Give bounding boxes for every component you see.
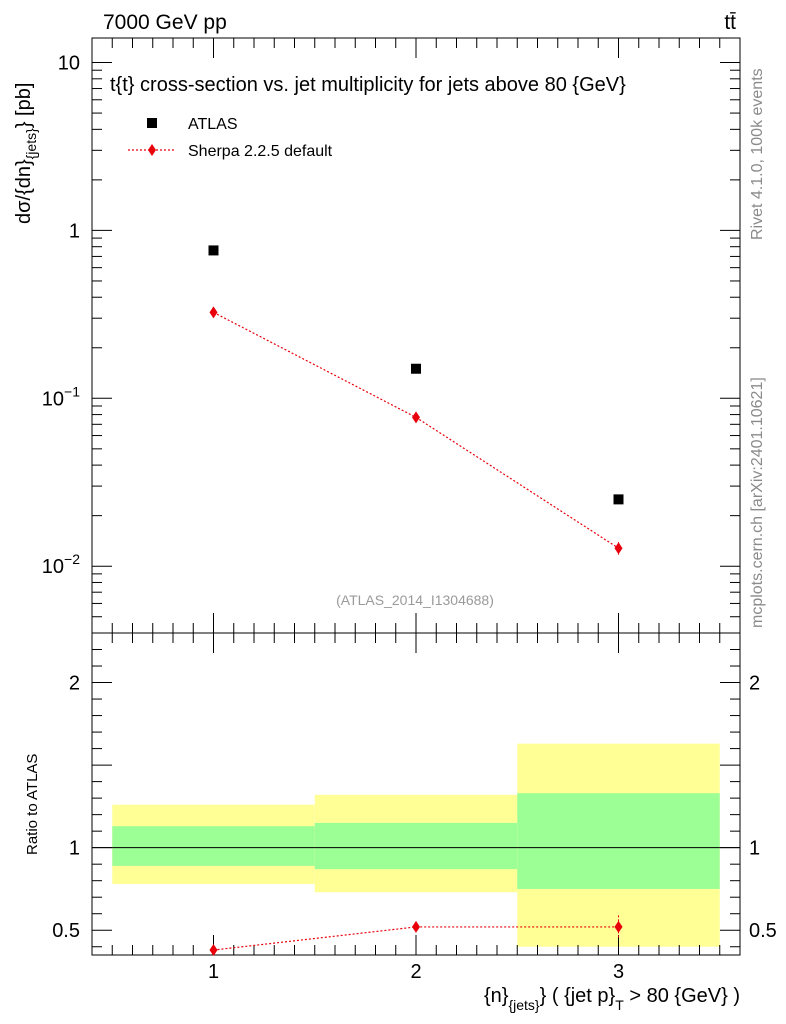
- ratio-y-tick-labels: 0.5 0.5 1 1 2 2: [52, 673, 777, 943]
- ratio-sherpa-point: [614, 920, 623, 933]
- main-y-axis-label-unit: } [pb]: [13, 83, 35, 129]
- ratio-uncertainty-bands: [112, 743, 720, 947]
- stat-uncertainty-band: [517, 793, 720, 889]
- legend-marker-atlas: [147, 118, 157, 128]
- legend: ATLAS Sherpa 2.2.5 default: [128, 116, 333, 160]
- ratio-x-tick-labels: 1 2 3: [208, 961, 624, 983]
- chart-title: t{t} cross-section vs. jet multiplicity …: [110, 74, 626, 96]
- ratio-sherpa-point: [412, 920, 420, 933]
- main-y-tick-label-base: 10: [58, 53, 80, 75]
- legend-label-atlas: ATLAS: [188, 116, 238, 133]
- main-data-marks: [208, 245, 624, 555]
- ratio-data-marks: [209, 915, 623, 957]
- main-y-tick-label: 1: [69, 220, 80, 242]
- atlas-point: [208, 245, 219, 256]
- sherpa-line: [213, 311, 619, 549]
- ratio-y-axis-label: Ratio to ATLAS: [24, 754, 41, 855]
- x-axis-label-a: {n}: [484, 985, 509, 1007]
- ratio-y-tick-label-left: 0.5: [52, 920, 80, 942]
- process-label: tt̄: [724, 11, 736, 34]
- x-tick-label: 1: [208, 961, 219, 983]
- ratio-axis-ticks: [92, 632, 740, 955]
- atlas-point: [613, 494, 624, 505]
- ratio-y-tick-label-right: 2: [749, 673, 760, 695]
- sherpa-point: [209, 306, 218, 319]
- sherpa-point: [412, 411, 420, 424]
- main-y-tick-label: 10−1: [42, 383, 80, 410]
- ratio-y-tick-label-left: 2: [69, 673, 80, 695]
- x-axis-label: {n}{jets}} ( {jet p}T > 80 {GeV} ): [484, 985, 740, 1013]
- stat-uncertainty-band: [314, 822, 518, 870]
- legend-marker-sherpa: [148, 144, 156, 156]
- analysis-tag: (ATLAS_2014_I1304688): [336, 592, 494, 608]
- main-y-tick-label: 10: [58, 53, 80, 75]
- ratio-y-tick-label-right: 1: [749, 838, 760, 860]
- ratio-y-tick-label-right: 0.5: [749, 920, 777, 942]
- mcplots-label: mcplots.cern.ch [arXiv:2401.10621]: [749, 377, 766, 628]
- x-axis-label-a-sub: {jets}: [508, 997, 539, 1013]
- legend-label-sherpa: Sherpa 2.2.5 default: [188, 143, 333, 160]
- main-y-tick-label-exponent: −2: [64, 551, 80, 567]
- ratio-y-tick-label-left: 1: [69, 838, 80, 860]
- atlas-point: [411, 363, 421, 374]
- x-tick-label: 2: [410, 961, 421, 983]
- main-y-tick-label: 10−2: [42, 551, 80, 578]
- x-axis-label-c: > 80 {GeV} ): [624, 985, 740, 1007]
- main-y-tick-label-exponent: −1: [64, 383, 80, 399]
- main-axis-ticks: [92, 38, 740, 634]
- x-axis-label-b-sub: T: [615, 997, 624, 1013]
- main-y-axis-label-main: dσ/{dn}: [13, 159, 35, 224]
- rivet-version-label: Rivet 4.1.0, 100k events: [749, 68, 766, 240]
- x-tick-label: 3: [613, 961, 624, 983]
- main-y-tick-label-base: 10: [42, 556, 64, 578]
- sherpa-point: [614, 542, 623, 555]
- stat-uncertainty-band: [112, 826, 315, 866]
- main-y-tick-label-base: 1: [69, 220, 80, 242]
- main-y-axis-label-sub: {jets}: [23, 128, 39, 159]
- ratio-sherpa-point: [209, 944, 218, 957]
- x-axis-label-b: } ( {jet p}: [540, 985, 616, 1007]
- main-y-axis-label: dσ/{dn}{jets}} [pb]: [13, 83, 39, 224]
- main-y-tick-label-base: 10: [42, 388, 64, 410]
- ratio-panel: 0.5 0.5 1 1 2 2 1 2 3 Ratio to ATLAS {n}{jets}}…: [24, 632, 777, 1013]
- collision-label: 7000 GeV pp: [103, 11, 227, 34]
